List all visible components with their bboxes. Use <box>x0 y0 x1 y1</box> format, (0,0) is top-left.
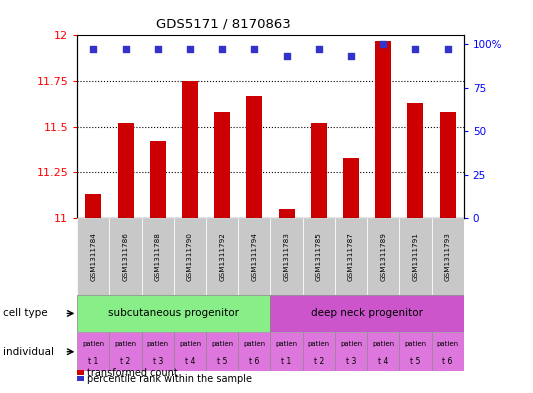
Text: t 6: t 6 <box>442 357 453 366</box>
Bar <box>77 332 109 371</box>
Text: GSM1311788: GSM1311788 <box>155 232 161 281</box>
Bar <box>77 295 270 332</box>
Text: GSM1311791: GSM1311791 <box>413 232 418 281</box>
Text: GDS5171 / 8170863: GDS5171 / 8170863 <box>157 18 291 31</box>
Point <box>185 46 194 52</box>
Bar <box>407 103 423 218</box>
Bar <box>109 332 142 371</box>
Text: deep neck progenitor: deep neck progenitor <box>311 309 423 318</box>
Point <box>411 46 419 52</box>
Text: GSM1311790: GSM1311790 <box>187 232 193 281</box>
Text: GSM1311786: GSM1311786 <box>123 232 128 281</box>
Bar <box>150 141 166 218</box>
Text: GSM1311785: GSM1311785 <box>316 232 322 281</box>
Text: t 3: t 3 <box>346 357 356 366</box>
Bar <box>335 218 367 295</box>
Text: patien: patien <box>276 341 297 347</box>
Text: patien: patien <box>308 341 330 347</box>
Text: t 2: t 2 <box>314 357 324 366</box>
Point <box>250 46 259 52</box>
Bar <box>270 218 303 295</box>
Text: percentile rank within the sample: percentile rank within the sample <box>87 374 252 384</box>
Text: t 1: t 1 <box>281 357 292 366</box>
Text: subcutaneous progenitor: subcutaneous progenitor <box>108 309 239 318</box>
Point <box>122 46 130 52</box>
Bar <box>303 218 335 295</box>
Text: GSM1311793: GSM1311793 <box>445 232 450 281</box>
Bar <box>77 218 109 295</box>
Text: t 5: t 5 <box>410 357 421 366</box>
Bar <box>118 123 134 218</box>
Bar <box>335 332 367 371</box>
Bar <box>85 195 101 218</box>
Point <box>379 41 387 47</box>
Text: t 2: t 2 <box>120 357 131 366</box>
Point <box>314 46 323 52</box>
Text: t 4: t 4 <box>185 357 195 366</box>
Bar <box>367 332 399 371</box>
Bar <box>432 218 464 295</box>
Bar <box>432 332 464 371</box>
Bar <box>303 332 335 371</box>
Point <box>218 46 227 52</box>
Text: t 3: t 3 <box>152 357 163 366</box>
Text: GSM1311787: GSM1311787 <box>348 232 354 281</box>
Text: patien: patien <box>244 341 265 347</box>
Text: t 5: t 5 <box>217 357 228 366</box>
Text: transformed count: transformed count <box>87 367 177 378</box>
Text: individual: individual <box>3 347 54 357</box>
Point <box>443 46 452 52</box>
Bar <box>279 209 295 218</box>
Bar <box>270 295 464 332</box>
Text: GSM1311783: GSM1311783 <box>284 232 289 281</box>
Text: t 4: t 4 <box>378 357 389 366</box>
Bar <box>174 332 206 371</box>
Bar <box>206 218 238 295</box>
Bar <box>311 123 327 218</box>
Bar <box>367 218 399 295</box>
Text: patien: patien <box>340 341 362 347</box>
Text: cell type: cell type <box>3 309 47 318</box>
Point <box>154 46 162 52</box>
Bar <box>214 112 230 218</box>
Bar <box>440 112 456 218</box>
Bar <box>109 218 142 295</box>
Text: patien: patien <box>179 341 201 347</box>
Text: t 1: t 1 <box>88 357 99 366</box>
Point <box>347 53 356 59</box>
Bar <box>182 81 198 218</box>
Text: t 6: t 6 <box>249 357 260 366</box>
Text: GSM1311792: GSM1311792 <box>219 232 225 281</box>
Bar <box>270 332 303 371</box>
Text: GSM1311794: GSM1311794 <box>252 232 257 281</box>
Bar <box>343 158 359 218</box>
Bar <box>174 218 206 295</box>
Bar <box>206 332 238 371</box>
Bar <box>375 41 391 218</box>
Text: patien: patien <box>437 341 459 347</box>
Text: GSM1311789: GSM1311789 <box>380 232 386 281</box>
Bar <box>238 218 270 295</box>
Bar <box>142 332 174 371</box>
Text: patien: patien <box>115 341 136 347</box>
Point <box>89 46 98 52</box>
Text: patien: patien <box>211 341 233 347</box>
Point <box>282 53 291 59</box>
Text: GSM1311784: GSM1311784 <box>91 232 96 281</box>
Bar <box>142 218 174 295</box>
Text: patien: patien <box>147 341 169 347</box>
Text: patien: patien <box>82 341 104 347</box>
Text: patien: patien <box>405 341 426 347</box>
Bar <box>399 218 432 295</box>
Bar <box>238 332 270 371</box>
Bar <box>399 332 432 371</box>
Bar <box>246 95 262 218</box>
Text: patien: patien <box>372 341 394 347</box>
